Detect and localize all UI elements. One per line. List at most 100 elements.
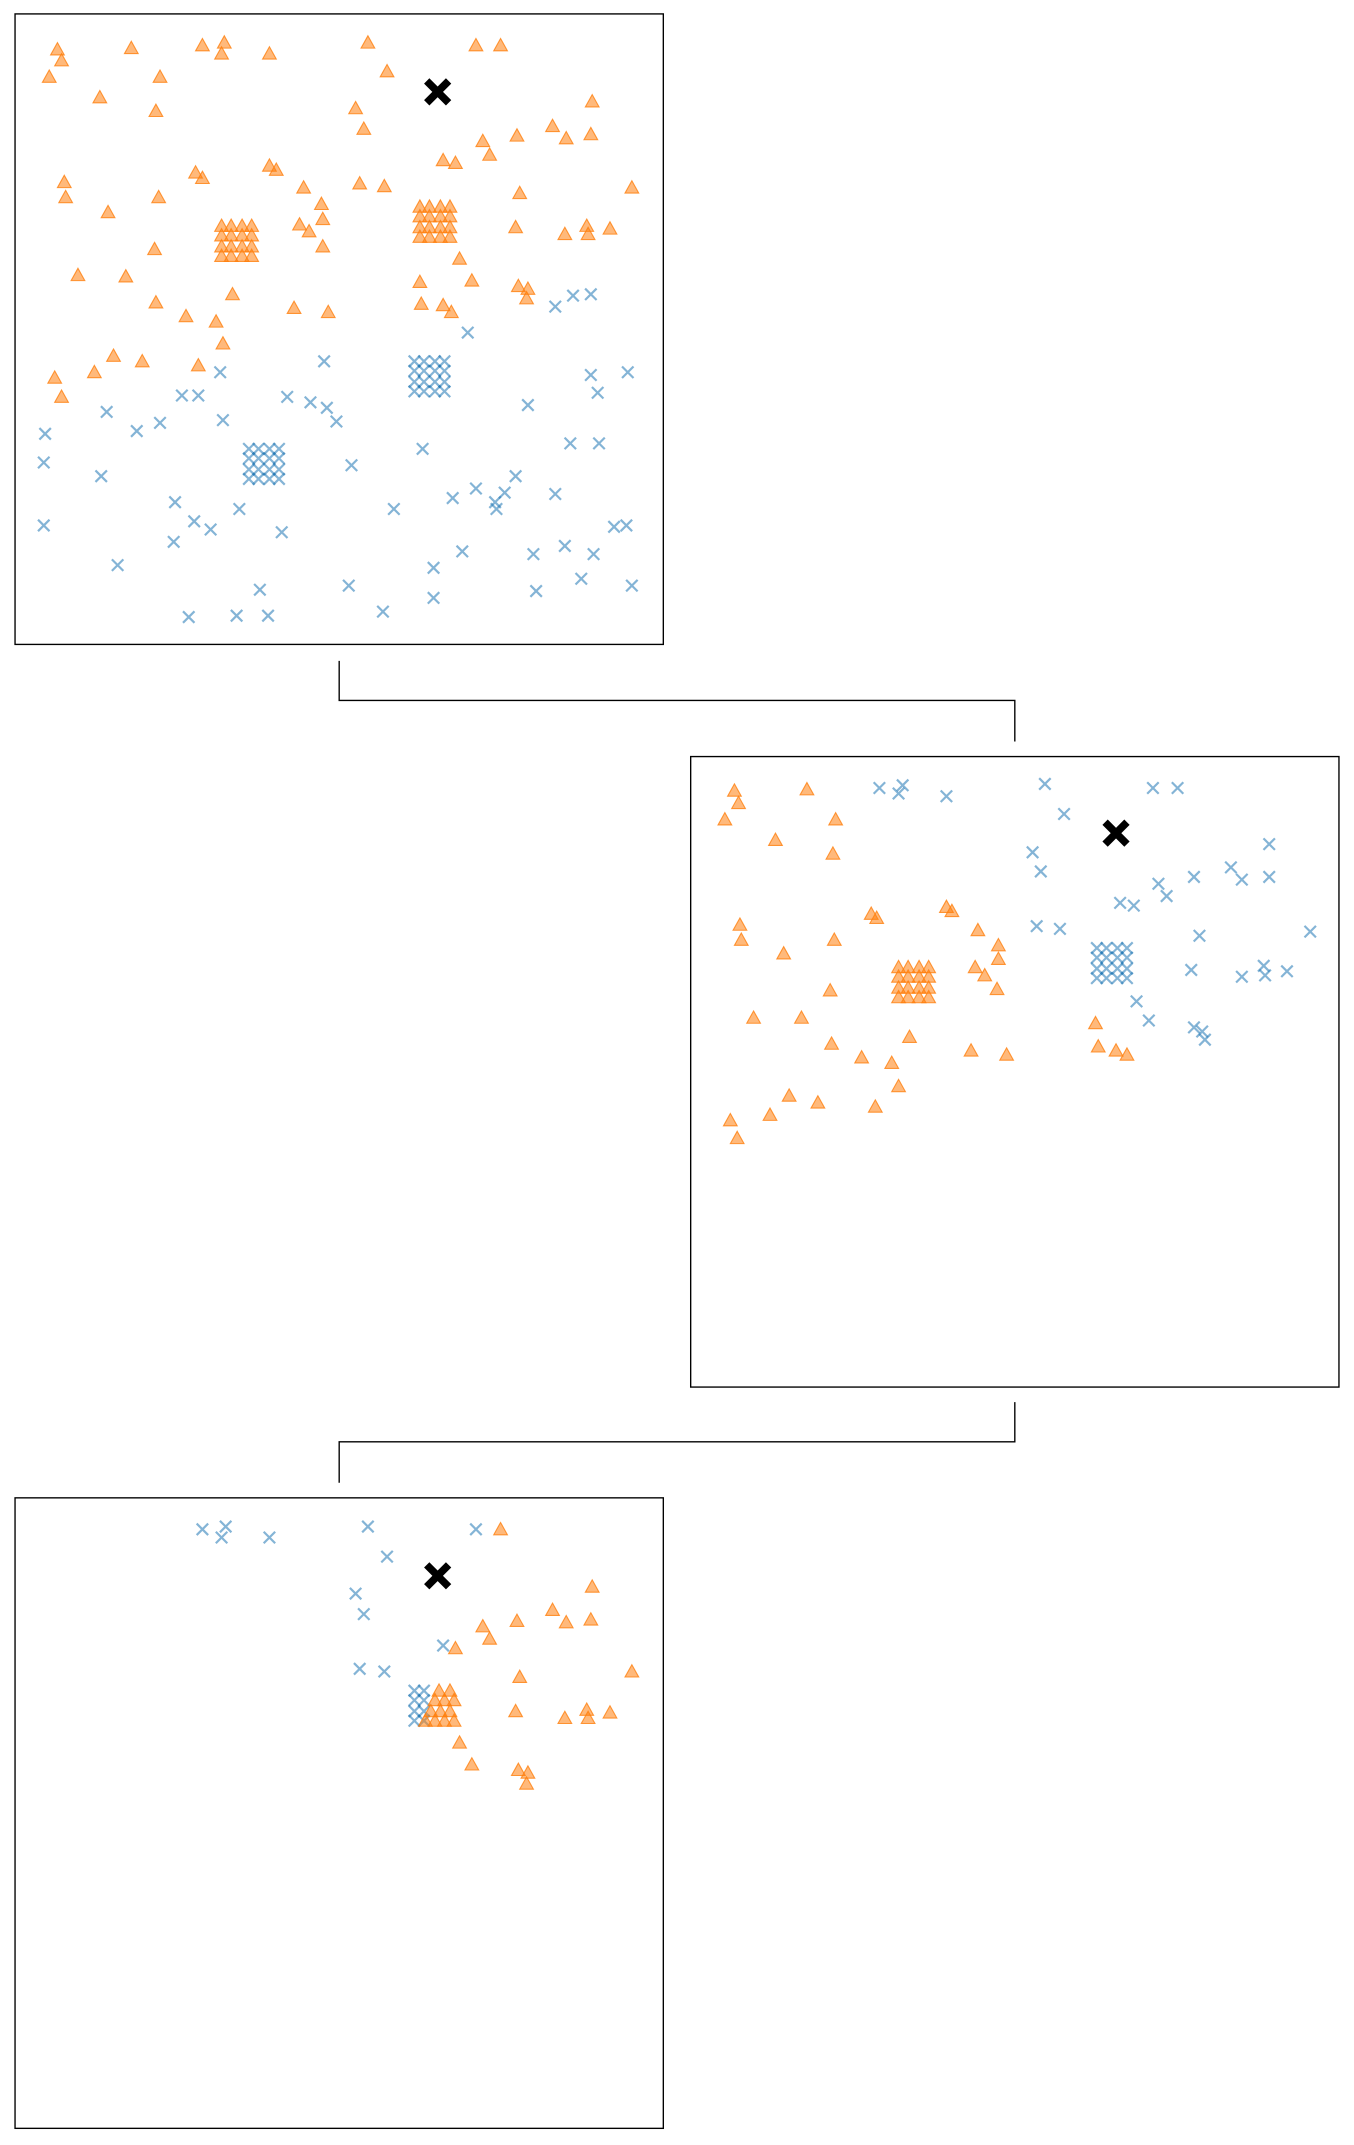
- x-marker: [1110, 971, 1124, 985]
- panel: [14, 1497, 665, 2130]
- x-marker: [94, 469, 108, 483]
- x-marker: [469, 481, 483, 496]
- x-marker: [175, 388, 189, 403]
- triangle-marker: [134, 353, 151, 368]
- triangle-marker: [1090, 1038, 1107, 1053]
- x-marker: [621, 365, 635, 379]
- triangle-marker: [208, 313, 224, 328]
- x-marker: [1120, 951, 1134, 965]
- triangle-marker: [544, 1602, 561, 1617]
- triangle-marker: [423, 1703, 439, 1718]
- x-marker: [592, 436, 606, 450]
- x-marker: [261, 609, 275, 623]
- x-marker: [1195, 1024, 1209, 1038]
- triangle-marker: [360, 34, 376, 49]
- triangle-marker: [213, 248, 230, 263]
- panel-frame: [14, 13, 665, 646]
- triangle-marker: [492, 37, 509, 52]
- x-marker: [1262, 837, 1276, 851]
- triangle-marker: [427, 1712, 443, 1727]
- triangle-marker: [417, 1712, 434, 1727]
- triangle-marker: [510, 1762, 527, 1777]
- x-marker: [436, 1639, 450, 1653]
- x-marker: [509, 469, 523, 483]
- triangle-marker: [717, 811, 733, 826]
- x-marker: [215, 1530, 229, 1545]
- x-marker: [407, 384, 421, 398]
- x-marker: [380, 1550, 394, 1564]
- triangle-marker: [509, 1612, 525, 1627]
- triangle-marker: [511, 185, 528, 200]
- triangle-marker: [427, 1692, 443, 1707]
- triangle-marker: [558, 1614, 574, 1629]
- triangle-marker: [853, 1049, 870, 1064]
- triangle-marker: [146, 241, 163, 256]
- x-marker: [272, 472, 286, 486]
- triangle-marker: [105, 347, 122, 362]
- x-marker: [417, 364, 431, 378]
- triangle-marker: [234, 248, 250, 263]
- triangle-marker: [432, 228, 449, 243]
- triangle-marker: [46, 369, 63, 384]
- x-marker: [1120, 971, 1134, 985]
- x-marker: [357, 1607, 371, 1621]
- x-marker: [1171, 781, 1185, 795]
- triangle-marker: [313, 196, 330, 211]
- x-marker: [1198, 1033, 1212, 1047]
- cross-marker: [424, 1562, 452, 1590]
- series: [417, 1521, 640, 1790]
- x-marker: [37, 518, 51, 532]
- triangle-marker: [49, 41, 66, 56]
- triangle-marker: [435, 297, 451, 312]
- triangle-marker: [148, 103, 164, 118]
- x-marker: [1090, 951, 1104, 965]
- triangle-marker: [178, 308, 194, 323]
- x-marker: [407, 1714, 421, 1728]
- x-marker: [607, 520, 621, 534]
- triangle-marker: [584, 93, 600, 108]
- triangle-marker: [557, 226, 573, 241]
- x-marker: [262, 451, 276, 465]
- x-marker: [1030, 919, 1044, 933]
- x-marker: [204, 523, 218, 537]
- triangle-marker: [507, 219, 524, 234]
- triangle-marker: [150, 189, 167, 204]
- triangle-marker: [823, 1035, 840, 1050]
- triangle-marker: [443, 304, 460, 319]
- series: [41, 34, 640, 403]
- triangle-marker: [216, 34, 233, 49]
- x-marker: [896, 778, 910, 792]
- x-marker: [428, 364, 442, 378]
- triangle-marker: [223, 248, 239, 263]
- triangle-marker: [890, 989, 907, 1004]
- x-marker: [1053, 922, 1067, 936]
- triangle-marker: [730, 795, 747, 810]
- x-marker: [182, 610, 196, 624]
- x-marker: [213, 365, 227, 379]
- x-marker: [230, 609, 244, 623]
- panel: [14, 13, 665, 646]
- x-marker: [262, 1530, 276, 1545]
- x-marker: [251, 472, 266, 486]
- triangle-marker: [511, 1669, 528, 1684]
- triangle-marker: [447, 1640, 464, 1655]
- triangle-marker: [432, 1703, 449, 1718]
- x-marker: [342, 579, 356, 593]
- triangle-marker: [558, 130, 574, 145]
- triangle-marker: [624, 1663, 640, 1678]
- triangle-marker: [729, 1130, 745, 1145]
- triangle-marker: [435, 152, 451, 167]
- x-marker: [455, 544, 469, 558]
- plot-area: [717, 777, 1317, 1145]
- triangle-marker: [963, 1042, 979, 1057]
- x-marker: [469, 1522, 483, 1536]
- x-marker: [216, 413, 230, 427]
- x-marker: [262, 442, 276, 456]
- x-marker: [489, 502, 503, 516]
- x-marker: [446, 491, 460, 505]
- panel: [689, 755, 1340, 1388]
- triangle-marker: [775, 945, 792, 960]
- triangle-marker: [451, 1734, 468, 1749]
- x-marker: [1235, 873, 1249, 887]
